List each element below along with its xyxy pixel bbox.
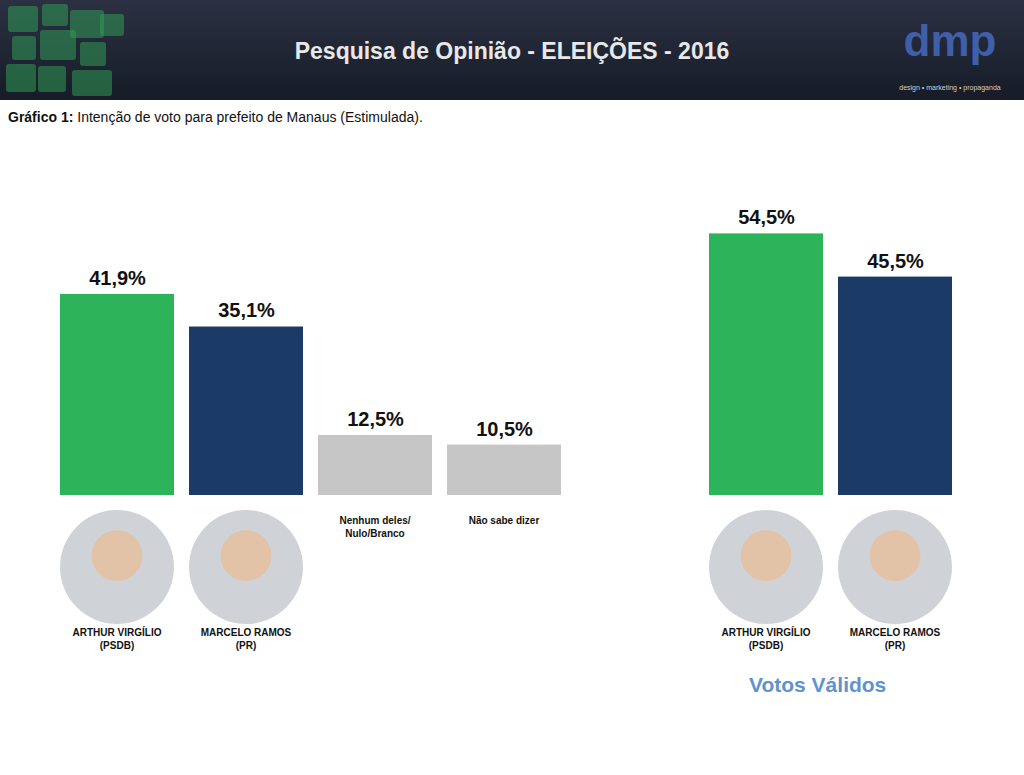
svg-text:41,9%: 41,9% [89, 267, 146, 289]
html-text:MARCELO RAMOS: MARCELO RAMOS [200, 627, 292, 638]
svg-text:54,5%: 54,5% [738, 206, 795, 228]
svg-text:12,5%: 12,5% [347, 408, 404, 430]
html-text:MARCELO RAMOS: MARCELO RAMOS [849, 627, 941, 638]
svg-text:35,1%: 35,1% [218, 299, 275, 321]
html-text:design • marketing • propagand: design • marketing • propaganda [899, 84, 1001, 91]
html-text:(PR): (PR) [235, 640, 257, 651]
svg-text:45,5%: 45,5% [867, 250, 924, 272]
html-text:Votos Válidos: Votos Válidos [749, 673, 887, 696]
html-text:Não sabe dizer: Não sabe dizer [468, 515, 540, 526]
html-text:ARTHUR VIRGÍLIO: ARTHUR VIRGÍLIO [72, 627, 162, 638]
html-text:(PSDB): (PSDB) [748, 640, 784, 651]
html-text:(PR): (PR) [884, 640, 906, 651]
html-text:dmp: dmp [903, 16, 997, 65]
html-text:Pesquisa de Opinião - ELEIÇÕES: Pesquisa de Opinião - ELEIÇÕES - 2016 [294, 38, 730, 64]
html-text:Nenhum deles/ Nulo/Branco: Nenhum deles/ Nulo/Branco [339, 515, 411, 539]
svg-text:10,5%: 10,5% [476, 418, 533, 440]
html-text:(PSDB): (PSDB) [99, 640, 135, 651]
html-text:ARTHUR VIRGÍLIO: ARTHUR VIRGÍLIO [721, 627, 811, 638]
html-text:Gráfico 1: Intenção de voto pa: Gráfico 1: Intenção de voto para prefeit… [8, 109, 423, 125]
